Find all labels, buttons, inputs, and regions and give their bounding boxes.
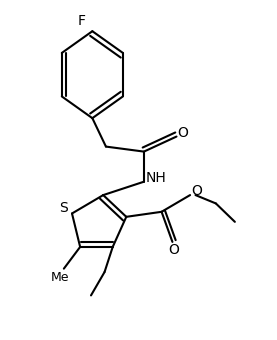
Text: F: F — [78, 14, 86, 28]
Text: O: O — [191, 184, 202, 198]
Text: O: O — [177, 126, 188, 140]
Text: NH: NH — [146, 171, 166, 185]
Text: S: S — [60, 202, 68, 216]
Text: O: O — [168, 243, 179, 257]
Text: Me: Me — [50, 271, 69, 284]
